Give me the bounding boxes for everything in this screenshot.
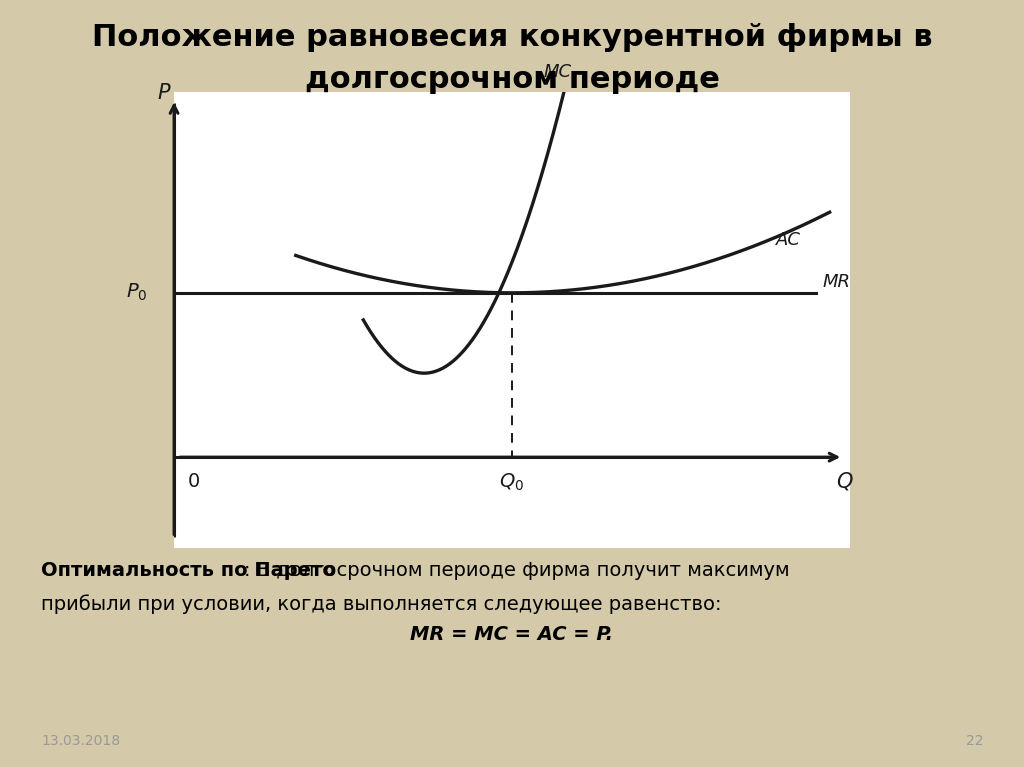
Text: 13.03.2018: 13.03.2018: [41, 734, 120, 748]
Text: прибыли при условии, когда выполняется следующее равенство:: прибыли при условии, когда выполняется с…: [41, 594, 722, 614]
Text: MR: MR: [823, 273, 851, 291]
Text: $P_0$: $P_0$: [126, 282, 147, 304]
Text: 0: 0: [188, 472, 201, 491]
Text: 22: 22: [966, 734, 983, 748]
Text: долгосрочном периоде: долгосрочном периоде: [304, 65, 720, 94]
Text: MC: MC: [543, 64, 571, 81]
Text: Q: Q: [837, 472, 853, 492]
Text: : В долгосрочном периоде фирма получит максимум: : В долгосрочном периоде фирма получит м…: [244, 561, 790, 581]
Text: $Q_0$: $Q_0$: [500, 472, 524, 493]
Text: P: P: [158, 83, 170, 103]
Text: Оптимальность по Парето: Оптимальность по Парето: [41, 561, 336, 581]
Text: Положение равновесия конкурентной фирмы в: Положение равновесия конкурентной фирмы …: [92, 23, 932, 52]
Text: AC: AC: [775, 231, 801, 249]
Text: MR = MC = AC = P.: MR = MC = AC = P.: [411, 625, 613, 644]
